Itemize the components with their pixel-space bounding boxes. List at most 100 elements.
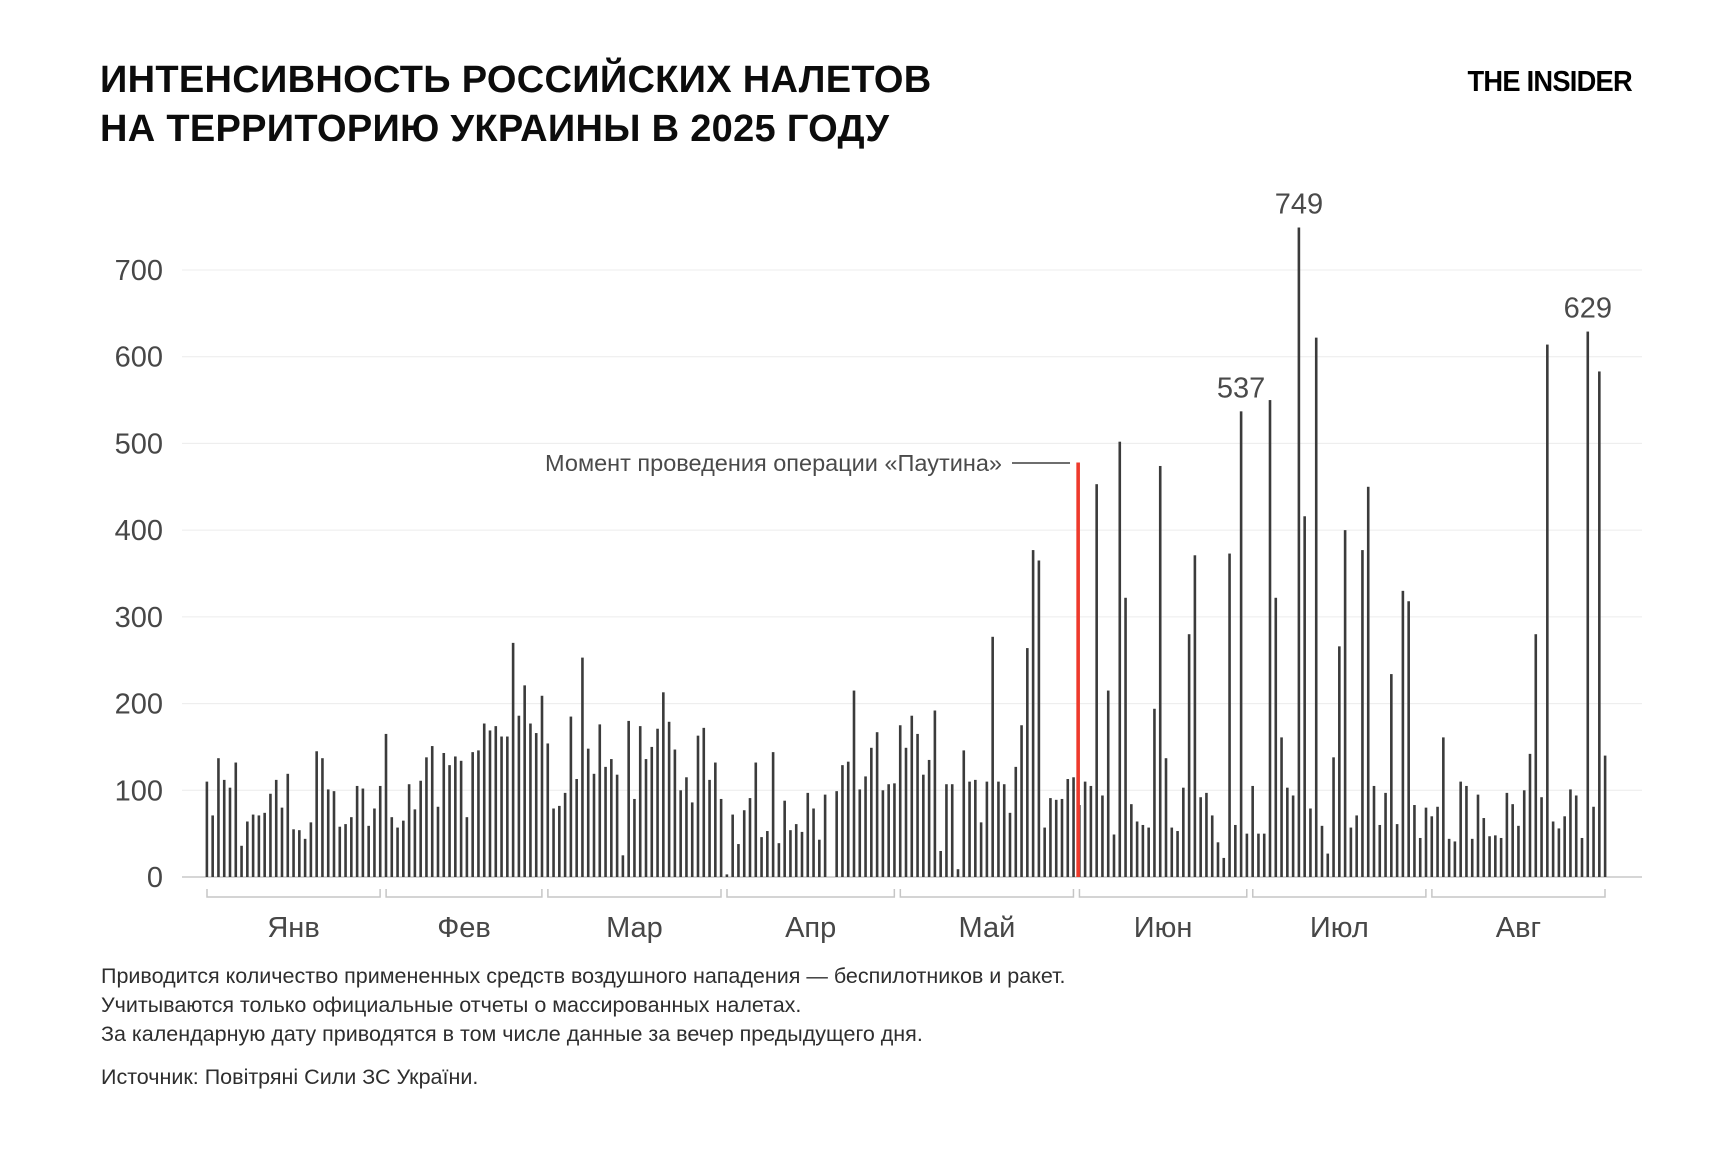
bar (1222, 857, 1226, 877)
bar (263, 812, 266, 877)
bar (615, 774, 619, 877)
bar (685, 777, 688, 877)
bar (1418, 837, 1422, 877)
month-label: Янв (267, 912, 319, 944)
bar (546, 743, 550, 877)
bar (1083, 781, 1087, 877)
bar (754, 762, 758, 877)
bar (332, 791, 336, 877)
bar (916, 733, 919, 877)
bar (1124, 597, 1127, 877)
bar (1424, 807, 1428, 877)
bar (1511, 804, 1514, 877)
bar (870, 747, 873, 877)
bar (1089, 785, 1093, 877)
bar (1037, 560, 1041, 877)
bar (1332, 757, 1335, 877)
bar (1586, 331, 1590, 877)
bar (234, 762, 238, 877)
bar (1326, 853, 1330, 877)
bar (985, 781, 989, 877)
bar (581, 657, 584, 877)
bar (269, 793, 272, 877)
bar (766, 831, 769, 877)
bar (708, 779, 711, 877)
bar (696, 735, 700, 877)
bar (1268, 400, 1272, 877)
bar (656, 728, 659, 877)
bar (1031, 550, 1035, 877)
bar (650, 746, 654, 877)
bar (1135, 821, 1139, 877)
bar (1303, 516, 1306, 877)
bar (257, 815, 261, 877)
bar (586, 748, 590, 877)
bar (1216, 842, 1220, 877)
bar (812, 808, 815, 877)
month-label: Июн (1134, 912, 1193, 944)
bar (1274, 597, 1278, 877)
bar (904, 747, 908, 877)
bar (714, 762, 717, 877)
bar (592, 773, 596, 877)
bar (1459, 781, 1462, 877)
bar (1476, 794, 1480, 877)
bar (598, 724, 602, 877)
bar (1470, 838, 1474, 877)
month-label: Авг (1496, 912, 1541, 944)
bar (1147, 827, 1150, 877)
bar (540, 695, 544, 877)
bar (1280, 737, 1283, 877)
bar (823, 794, 827, 877)
event-line (1076, 462, 1080, 877)
bar (442, 752, 446, 877)
bar (326, 789, 330, 877)
month-bracket (206, 889, 381, 898)
bar (1488, 836, 1491, 877)
note-line-3: За календарную дату приводятся в том чис… (101, 1022, 923, 1046)
bar (1320, 825, 1324, 877)
y-tick-label: 700 (115, 255, 163, 287)
month-bracket (726, 889, 896, 898)
bar (563, 792, 567, 877)
bar (777, 843, 781, 877)
bar (246, 821, 249, 877)
bar (222, 779, 226, 877)
bar (413, 809, 417, 877)
bar (373, 808, 376, 877)
month-bracket (385, 889, 543, 898)
bar (881, 790, 885, 877)
bar (1557, 828, 1561, 877)
bar (1574, 795, 1578, 877)
bar (644, 759, 648, 877)
month-label: Фев (437, 912, 491, 944)
title-line-1: ИНТЕНСИВНОСТЬ РОССИЙСКИХ НАЛЕТОВ (100, 59, 932, 101)
bar (1245, 833, 1249, 877)
bar (1066, 779, 1070, 877)
month-label: Апр (785, 912, 836, 944)
bar (217, 758, 220, 877)
bar (771, 752, 775, 877)
event-annotation-label: Момент проведения операции «Паутина» (545, 450, 1002, 476)
bar (1395, 824, 1399, 877)
bar (402, 820, 405, 877)
bar (1413, 805, 1416, 877)
bar (1008, 812, 1012, 877)
bar (321, 758, 324, 877)
bar (1210, 815, 1214, 877)
bar (274, 779, 278, 877)
bar (962, 750, 966, 877)
bar (1349, 827, 1353, 877)
y-tick-label: 300 (115, 602, 163, 634)
bar (1199, 797, 1202, 877)
bar (534, 733, 538, 877)
bar (448, 765, 451, 877)
bar (1251, 785, 1254, 877)
bar (1262, 833, 1266, 877)
bar (511, 642, 515, 877)
month-bracket (547, 889, 722, 898)
bar (1118, 441, 1122, 877)
bar (1401, 590, 1405, 877)
bar (604, 766, 607, 877)
bar (494, 726, 498, 877)
